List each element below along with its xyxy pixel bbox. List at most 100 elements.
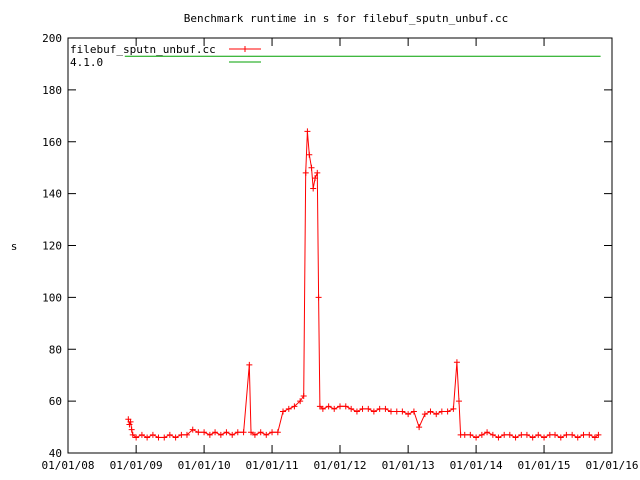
data-point bbox=[453, 359, 460, 366]
data-point bbox=[155, 434, 162, 441]
data-point bbox=[316, 403, 323, 410]
data-point bbox=[201, 429, 208, 436]
x-tick-label: 01/01/11 bbox=[246, 459, 299, 472]
data-point bbox=[144, 434, 151, 441]
plot-frame bbox=[67, 37, 613, 454]
x-tick-label: 01/01/14 bbox=[450, 459, 503, 472]
data-point bbox=[263, 431, 270, 438]
data-point bbox=[388, 408, 395, 415]
data-point bbox=[257, 429, 264, 436]
y-tick-label: 100 bbox=[42, 291, 62, 304]
data-point bbox=[302, 169, 309, 176]
data-point bbox=[310, 185, 317, 192]
data-point bbox=[365, 405, 372, 412]
data-point bbox=[129, 431, 136, 438]
data-point bbox=[376, 405, 383, 412]
data-point bbox=[342, 403, 349, 410]
x-tick-label: 01/01/08 bbox=[42, 459, 95, 472]
data-point bbox=[304, 128, 311, 135]
data-point bbox=[478, 431, 485, 438]
data-point bbox=[546, 431, 553, 438]
data-point bbox=[473, 434, 480, 441]
data-point bbox=[541, 434, 548, 441]
data-point bbox=[315, 294, 322, 301]
data-point bbox=[172, 434, 179, 441]
data-point bbox=[450, 405, 457, 412]
y-tick-label: 200 bbox=[42, 32, 62, 45]
x-tick-label: 01/01/16 bbox=[586, 459, 639, 472]
series-1 bbox=[125, 128, 602, 441]
legend: filebuf_sputn_unbuf.cc4.1.0 bbox=[70, 43, 261, 69]
axes: 40 60 80 100 120 140 160 180 200 01/01/08 01/01/09… bbox=[42, 32, 639, 472]
series-line bbox=[127, 131, 599, 438]
data-point bbox=[569, 431, 576, 438]
data-point bbox=[461, 431, 468, 438]
chart-title: Benchmark runtime in s for filebuf_sputn… bbox=[184, 12, 509, 25]
data-point bbox=[359, 405, 366, 412]
data-point bbox=[591, 434, 598, 441]
y-tick-label: 140 bbox=[42, 188, 62, 201]
data-point bbox=[240, 429, 247, 436]
data-point bbox=[126, 421, 133, 428]
data-point bbox=[580, 431, 587, 438]
data-point bbox=[586, 431, 593, 438]
data-point bbox=[246, 361, 253, 368]
data-point bbox=[133, 434, 140, 441]
y-tick-label: 80 bbox=[49, 343, 62, 356]
y-tick-label: 160 bbox=[42, 136, 62, 149]
data-point bbox=[234, 429, 241, 436]
data-point bbox=[183, 431, 190, 438]
data-point bbox=[557, 434, 564, 441]
data-point bbox=[325, 403, 332, 410]
legend-marker bbox=[242, 46, 248, 52]
data-point bbox=[438, 408, 445, 415]
data-point bbox=[297, 398, 304, 405]
x-tick-label: 01/01/12 bbox=[314, 459, 367, 472]
data-point bbox=[189, 426, 196, 433]
data-point bbox=[455, 398, 462, 405]
data-point bbox=[348, 405, 355, 412]
data-point bbox=[127, 418, 134, 425]
data-point bbox=[206, 431, 213, 438]
data-point bbox=[489, 431, 496, 438]
data-point bbox=[399, 408, 406, 415]
data-point bbox=[433, 411, 440, 418]
data-point bbox=[166, 431, 173, 438]
data-point bbox=[393, 408, 400, 415]
data-point bbox=[382, 405, 389, 412]
data-point bbox=[248, 429, 255, 436]
data-point bbox=[331, 405, 338, 412]
data-point bbox=[312, 175, 319, 182]
data-point bbox=[370, 408, 377, 415]
data-point bbox=[274, 429, 281, 436]
data-point bbox=[421, 411, 428, 418]
data-point bbox=[251, 431, 258, 438]
x-tick-label: 01/01/10 bbox=[178, 459, 231, 472]
data-point bbox=[229, 431, 236, 438]
data-point bbox=[280, 408, 287, 415]
data-point bbox=[410, 408, 417, 415]
y-tick-label: 120 bbox=[42, 240, 62, 253]
data-point bbox=[501, 431, 508, 438]
data-point bbox=[518, 431, 525, 438]
data-point bbox=[269, 429, 276, 436]
data-point bbox=[223, 429, 230, 436]
data-point bbox=[467, 431, 474, 438]
x-tick-label: 01/01/09 bbox=[110, 459, 163, 472]
y-tick-label: 60 bbox=[49, 395, 62, 408]
data-point bbox=[529, 434, 536, 441]
data-point bbox=[128, 426, 135, 433]
data-point bbox=[306, 151, 313, 158]
data-point bbox=[484, 429, 491, 436]
series-layer bbox=[124, 55, 602, 441]
data-point bbox=[353, 408, 360, 415]
data-point bbox=[308, 164, 315, 171]
data-point bbox=[161, 434, 168, 441]
data-point bbox=[595, 431, 602, 438]
data-point bbox=[337, 403, 343, 410]
data-point bbox=[291, 403, 298, 410]
data-point bbox=[314, 169, 321, 176]
data-point bbox=[416, 424, 423, 431]
data-point bbox=[217, 431, 224, 438]
